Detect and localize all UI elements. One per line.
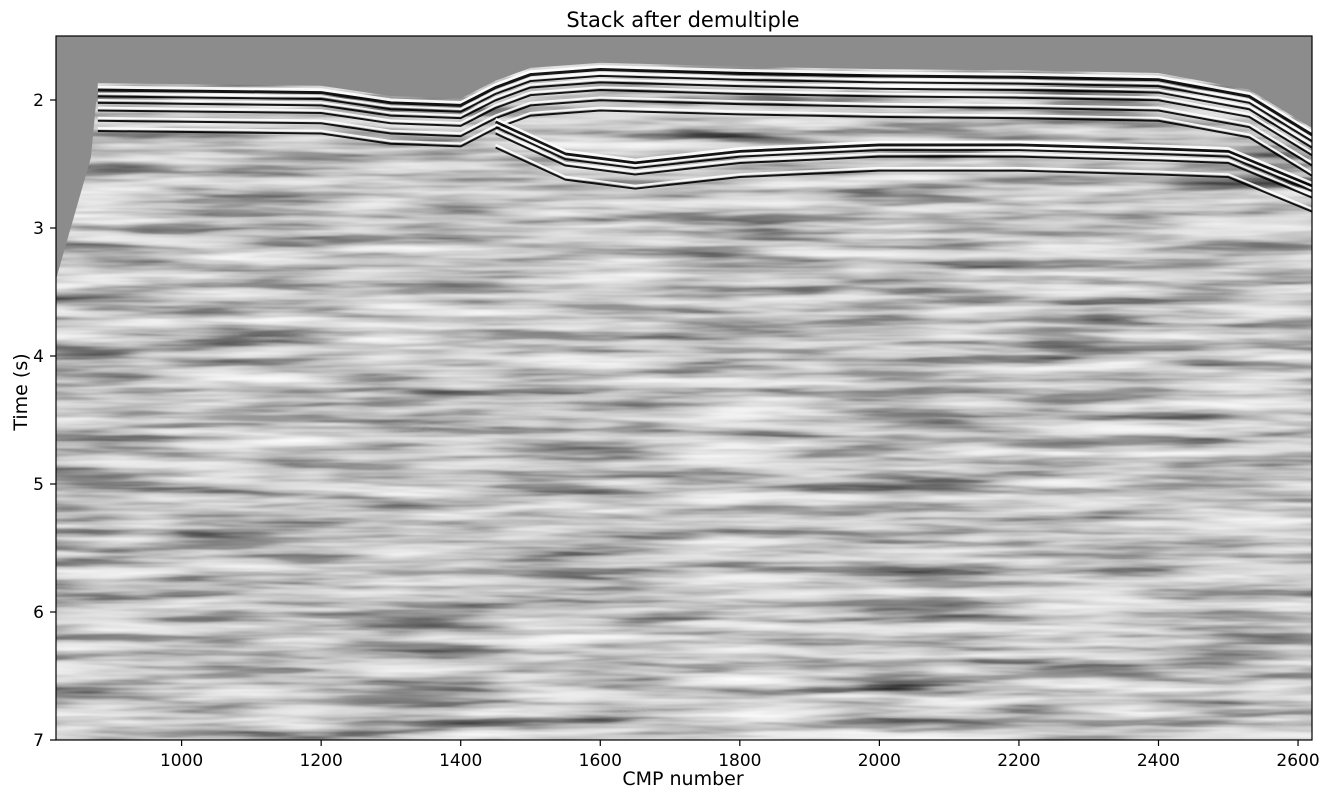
x-tick-label: 1600 [579, 751, 622, 771]
plot-area [56, 36, 1312, 740]
strong-reflector-trough [495, 132, 1312, 199]
x-tick-label: 1000 [160, 751, 203, 771]
seafloor-reflector-peak [97, 106, 1312, 174]
seafloor-reflector-trough [97, 89, 1312, 157]
seafloor-reflector-peak [97, 72, 1312, 140]
seafloor-reflector-trough [97, 74, 1312, 143]
strong-reflector-trough [495, 146, 1312, 213]
strong-reflector-peak [495, 123, 1312, 190]
x-tick-label: 2200 [997, 751, 1040, 771]
x-axis-label: CMP number [622, 768, 743, 790]
y-tick-label: 7 [33, 731, 44, 751]
strong-reflector-peak [495, 143, 1312, 210]
y-axis: 2 3 4 5 6 7 [33, 91, 56, 751]
strong-reflector-trough [494, 120, 1312, 188]
strong-reflector-peak [494, 117, 1312, 185]
seafloor-reflector-trough [97, 68, 1312, 137]
y-tick-label: 5 [33, 475, 44, 495]
x-tick-label: 2400 [1137, 751, 1180, 771]
x-tick-label: 1200 [300, 751, 343, 771]
x-tick-label: 2000 [858, 751, 901, 771]
chart-title: Stack after demultiple [566, 8, 799, 32]
y-tick-label: 3 [33, 219, 44, 239]
seafloor-reflector-trough [97, 81, 1312, 149]
seafloor-reflector-peak [97, 96, 1312, 164]
seismic-texture [56, 62, 1312, 740]
x-axis: 1000 1200 1400 1600 1800 2000 2200 2400 2600 [160, 740, 1320, 771]
x-tick-label: 1400 [439, 751, 482, 771]
strong-reflector-peak [495, 129, 1312, 196]
seafloor-reflector-trough [97, 99, 1312, 167]
reflector-layer [97, 65, 1312, 213]
y-tick-label: 4 [33, 347, 44, 367]
x-tick-label: 2600 [1276, 751, 1319, 771]
seafloor-reflector-peak [97, 65, 1312, 134]
y-tick-label: 2 [33, 91, 44, 111]
seafloor-reflector-peak [97, 78, 1312, 146]
seafloor-reflector-trough [97, 109, 1312, 177]
strong-reflector-trough [495, 126, 1312, 193]
plot-frame [55, 35, 1313, 741]
y-tick-label: 6 [33, 603, 44, 623]
y-axis-label: Time (s) [10, 353, 32, 431]
seafloor-reflector-peak [97, 86, 1312, 154]
x-tick-label: 1800 [718, 751, 761, 771]
